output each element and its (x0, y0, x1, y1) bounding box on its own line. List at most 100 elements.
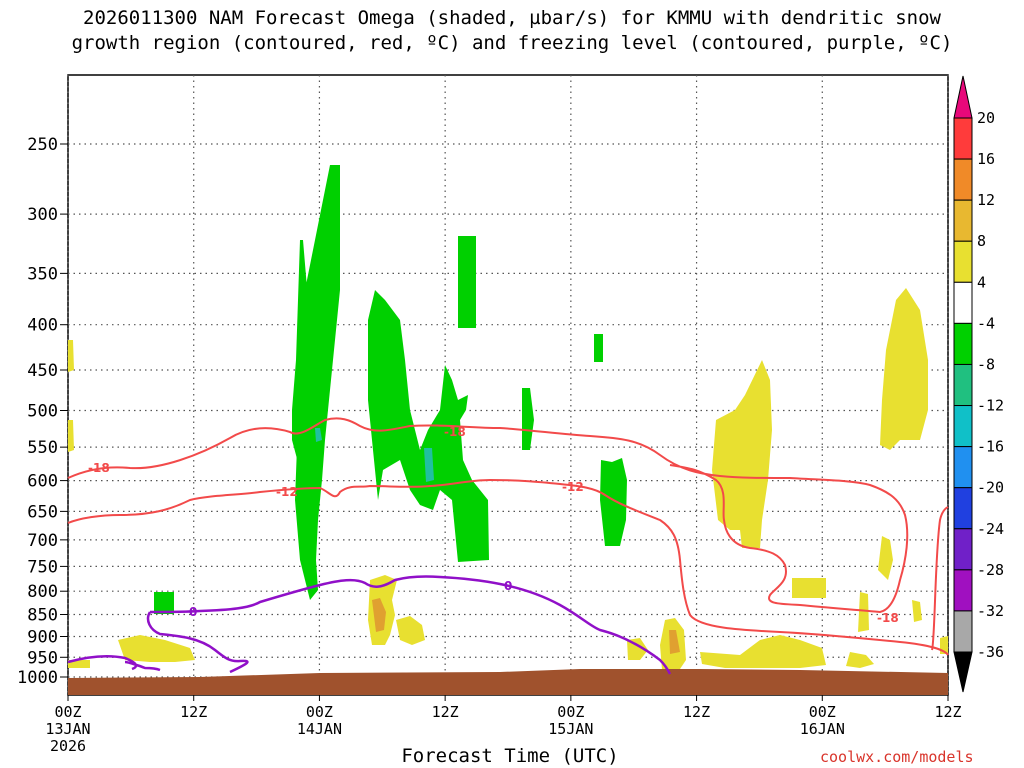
colorbar-swatch (953, 281, 973, 324)
colorbar-label: -20 (977, 479, 1004, 497)
omega-region-green (368, 290, 489, 562)
pressure-tick-label: 400 (27, 316, 58, 336)
colorbar-label: 16 (977, 150, 995, 168)
colorbar-swatch (953, 199, 973, 242)
omega-region-orange (669, 630, 680, 654)
colorbar-label: 20 (977, 109, 995, 127)
pressure-tick-label: 650 (27, 502, 58, 522)
time-tick-label: 2026 (50, 737, 86, 755)
pressure-tick-label: 300 (27, 205, 58, 225)
omega-region-teal (315, 428, 322, 442)
omega-region-yellow (880, 288, 928, 450)
pressure-tick-label: 800 (27, 582, 58, 602)
title-line-1: 2026011300 NAM Forecast Omega (shaded, µ… (83, 7, 941, 29)
pressure-tick-label: 850 (27, 606, 58, 626)
omega-shading (68, 165, 948, 675)
omega-region-yellow (118, 635, 195, 662)
time-tick-label: 12Z (180, 703, 207, 721)
dgz-contour-minus18 (67, 417, 909, 614)
omega-region-yellow (858, 592, 869, 632)
colorbar-label: -28 (977, 561, 1004, 579)
dgz-label: -12 (276, 485, 298, 499)
time-tick-label: 00Z (54, 703, 81, 721)
pressure-axis: 2503003504004505005506006507007508008509… (17, 135, 68, 688)
omega-region-yellow (878, 536, 893, 580)
colorbar-label: 8 (977, 232, 986, 250)
pressure-tick-label: 250 (27, 135, 58, 155)
pressure-tick-label: 550 (27, 438, 58, 458)
freezing-level-contour (67, 575, 672, 675)
colorbar-swatch (953, 240, 973, 283)
colorbar-swatch (953, 117, 973, 160)
dgz-contour-right-top (931, 506, 949, 651)
omega-region-yellow (792, 578, 826, 598)
time-tick-label: 00Z (557, 703, 584, 721)
omega-region-yellow (846, 652, 874, 668)
gridlines (67, 75, 949, 695)
colorbar-label: 4 (977, 273, 986, 291)
omega-region-yellow (396, 616, 425, 645)
colorbar-swatch (953, 322, 973, 365)
time-tick-label: 00Z (809, 703, 836, 721)
omega-region-yellow (912, 600, 922, 622)
colorbar-label: -4 (977, 314, 995, 332)
pressure-tick-label: 900 (27, 627, 58, 647)
colorbar-label: 12 (977, 191, 995, 209)
pressure-tick-label: 350 (27, 264, 58, 284)
omega-region-green (600, 458, 627, 546)
x-axis-label: Forecast Time (UTC) (401, 745, 619, 767)
colorbar-label: -24 (977, 520, 1004, 538)
colorbar-swatch (953, 569, 973, 612)
omega-region-green (458, 236, 476, 328)
colorbar-label: -16 (977, 438, 1004, 456)
pressure-tick-label: 950 (27, 648, 58, 668)
chart-title: 2026011300 NAM Forecast Omega (shaded, µ… (0, 6, 1024, 56)
omega-region-orange (372, 598, 386, 632)
time-tick-label: 12Z (683, 703, 710, 721)
omega-region-yellow (700, 635, 826, 668)
omega-region-green (154, 592, 174, 614)
pressure-tick-label: 1000 (17, 668, 58, 688)
colorbar: 20 16 12 8 4 -4 -8 -12 -16 -20 -24 -28 -32 -36 (953, 75, 1004, 693)
colorbar-swatch (953, 610, 973, 653)
colorbar-label: -36 (977, 643, 1004, 661)
omega-region-yellow (712, 360, 772, 548)
colorbar-swatch (953, 363, 973, 407)
colorbar-label: -32 (977, 602, 1004, 620)
omega-region-yellow (68, 660, 90, 668)
omega-region-teal (424, 448, 434, 482)
time-tick-label: 00Z (306, 703, 333, 721)
pressure-tick-label: 700 (27, 531, 58, 551)
pressure-tick-label: 500 (27, 402, 58, 422)
colorbar-swatch (953, 528, 973, 571)
omega-region-green (292, 240, 310, 470)
title-line-2: growth region (contoured, red, ºC) and f… (71, 32, 953, 54)
terrain-ground (68, 669, 948, 695)
dgz-contour-minus12 (67, 478, 949, 656)
colorbar-swatch (953, 446, 973, 489)
colorbar-swatch (953, 487, 973, 530)
credit-link[interactable]: coolwx.com/models (820, 748, 974, 766)
freezing-label: 0 (189, 605, 197, 619)
colorbar-label: -8 (977, 355, 995, 373)
colorbar-label: -12 (977, 397, 1004, 415)
dgz-label: -12 (562, 480, 584, 494)
pressure-tick-label: 450 (27, 361, 58, 381)
omega-region-green (295, 165, 340, 600)
time-tick-label: 15JAN (548, 720, 593, 738)
colorbar-swatch (953, 158, 973, 201)
colorbar-top-arrow (953, 75, 973, 119)
dgz-label: -18 (877, 611, 899, 625)
plot-area: -18 -18 -18 -12 -12 0 0 (67, 74, 949, 696)
colorbar-swatch (953, 405, 973, 448)
dgz-label: -18 (88, 461, 110, 475)
omega-region-green (522, 388, 534, 450)
omega-region-yellow (68, 340, 74, 372)
dgz-label: -18 (444, 425, 466, 439)
colorbar-bottom-arrow (953, 651, 973, 693)
omega-region-yellow (68, 420, 74, 452)
time-tick-label: 13JAN (45, 720, 90, 738)
time-tick-label: 14JAN (297, 720, 342, 738)
plot-frame (67, 74, 949, 696)
